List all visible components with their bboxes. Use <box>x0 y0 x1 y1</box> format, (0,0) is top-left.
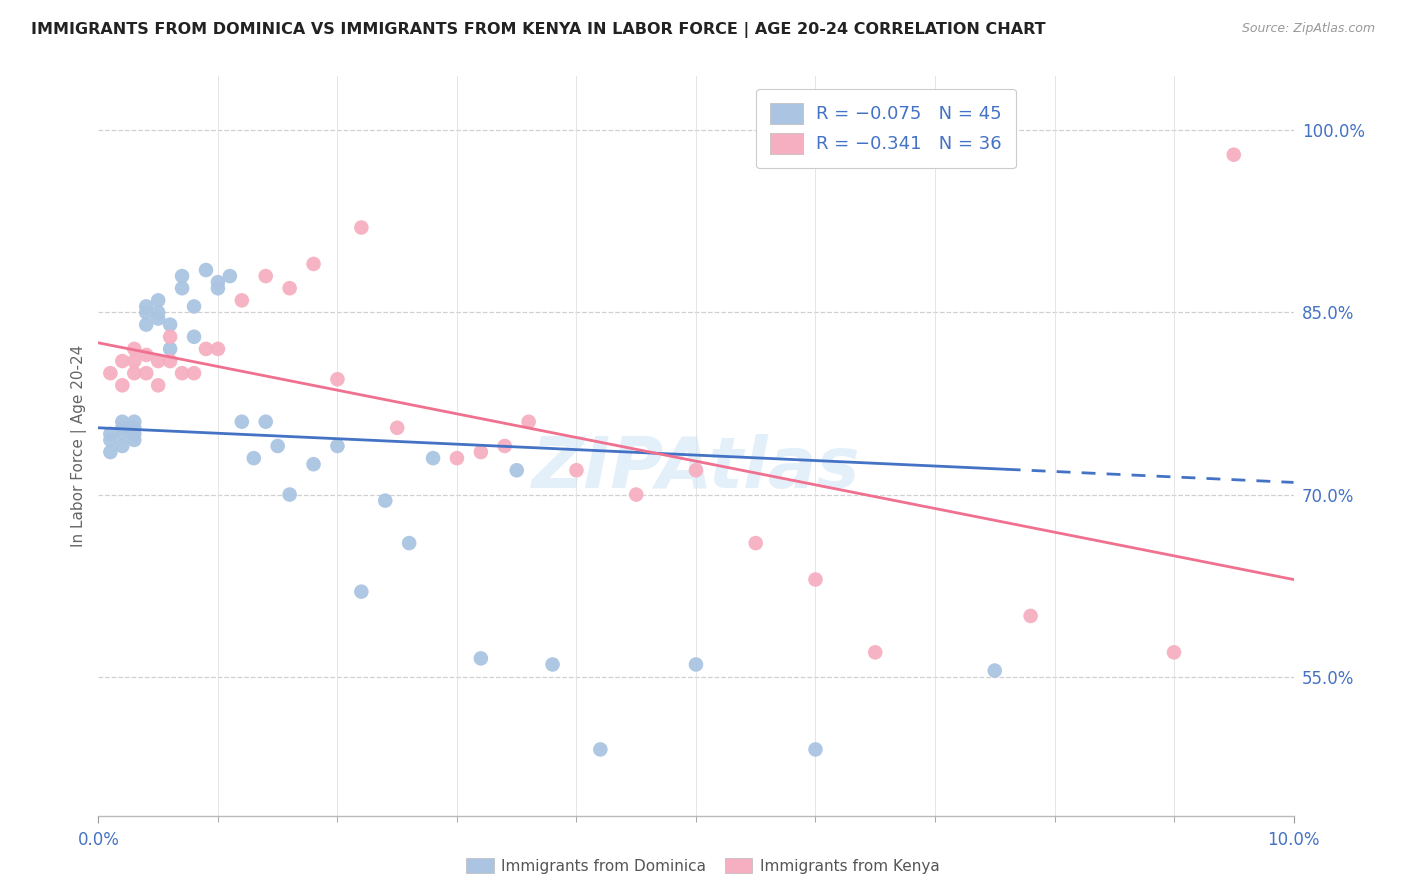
Point <box>195 263 218 277</box>
Point <box>148 354 170 368</box>
Point <box>111 354 134 368</box>
Point <box>494 439 516 453</box>
Point <box>148 378 170 392</box>
Point <box>302 257 325 271</box>
Point <box>219 269 242 284</box>
Point <box>124 415 146 429</box>
Point <box>207 281 229 295</box>
Point <box>267 439 290 453</box>
Point <box>506 463 529 477</box>
Point <box>565 463 588 477</box>
Point <box>124 433 146 447</box>
Point <box>685 657 707 672</box>
Legend: R = −0.075   N = 45, R = −0.341   N = 36: R = −0.075 N = 45, R = −0.341 N = 36 <box>756 88 1015 169</box>
Point <box>1163 645 1185 659</box>
Point <box>135 300 157 314</box>
Point <box>183 330 205 344</box>
Point <box>148 293 170 308</box>
Point <box>626 487 648 501</box>
Point <box>422 451 444 466</box>
Point <box>135 305 157 319</box>
Point <box>148 311 170 326</box>
Point <box>278 281 301 295</box>
Point <box>98 445 122 459</box>
Legend: Immigrants from Dominica, Immigrants from Kenya: Immigrants from Dominica, Immigrants fro… <box>460 852 946 880</box>
Point <box>350 220 373 235</box>
Point <box>398 536 420 550</box>
Point <box>589 742 612 756</box>
Point <box>207 342 229 356</box>
Point <box>98 366 122 380</box>
Point <box>685 463 707 477</box>
Point <box>172 366 194 380</box>
Point <box>984 664 1007 678</box>
Point <box>745 536 768 550</box>
Point <box>111 421 134 435</box>
Point <box>470 445 492 459</box>
Point <box>865 645 887 659</box>
Point <box>278 487 301 501</box>
Point <box>183 300 205 314</box>
Point <box>446 451 468 466</box>
Point <box>148 305 170 319</box>
Point <box>124 342 146 356</box>
Point <box>1223 147 1246 161</box>
Point <box>159 354 181 368</box>
Point <box>804 573 827 587</box>
Point <box>111 439 134 453</box>
Point <box>98 426 122 441</box>
Point <box>207 275 229 289</box>
Point <box>159 342 181 356</box>
Point <box>470 651 492 665</box>
Point <box>326 439 349 453</box>
Point <box>231 415 253 429</box>
Point <box>804 742 827 756</box>
Point <box>517 415 540 429</box>
Point <box>111 426 134 441</box>
Point <box>111 415 134 429</box>
Point <box>159 318 181 332</box>
Point <box>98 433 122 447</box>
Point <box>302 457 325 471</box>
Point <box>159 330 181 344</box>
Point <box>172 269 194 284</box>
Point <box>243 451 266 466</box>
Text: ZIPAtlas: ZIPAtlas <box>531 434 860 503</box>
Point <box>374 493 396 508</box>
Point <box>135 366 157 380</box>
Point <box>541 657 564 672</box>
Point <box>135 348 157 362</box>
Point <box>124 354 146 368</box>
Point <box>135 318 157 332</box>
Point <box>111 378 134 392</box>
Text: IMMIGRANTS FROM DOMINICA VS IMMIGRANTS FROM KENYA IN LABOR FORCE | AGE 20-24 COR: IMMIGRANTS FROM DOMINICA VS IMMIGRANTS F… <box>31 22 1046 38</box>
Point <box>172 281 194 295</box>
Point <box>1019 608 1042 623</box>
Point <box>385 421 409 435</box>
Point <box>326 372 349 386</box>
Y-axis label: In Labor Force | Age 20-24: In Labor Force | Age 20-24 <box>72 345 87 547</box>
Point <box>183 366 205 380</box>
Point <box>195 342 218 356</box>
Text: Source: ZipAtlas.com: Source: ZipAtlas.com <box>1241 22 1375 36</box>
Point <box>254 269 277 284</box>
Point <box>254 415 277 429</box>
Point <box>350 584 373 599</box>
Point <box>124 426 146 441</box>
Point <box>231 293 253 308</box>
Point <box>124 366 146 380</box>
Point <box>124 421 146 435</box>
